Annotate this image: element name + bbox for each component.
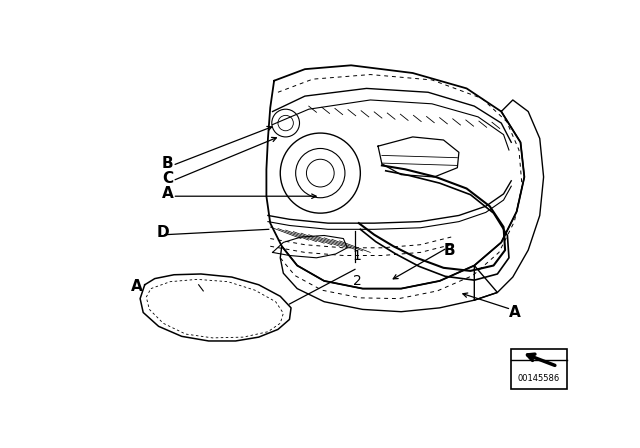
Text: B: B [444,243,456,258]
Bar [511,349,566,389]
Text: A: A [508,305,520,320]
Text: C: C [163,171,173,186]
Text: 1: 1 [353,249,362,263]
Text: A: A [162,185,173,201]
Text: D: D [156,225,169,240]
Text: B: B [162,156,173,172]
Text: A: A [131,279,143,294]
Text: 00145586: 00145586 [518,374,560,383]
Text: 2: 2 [353,274,362,288]
